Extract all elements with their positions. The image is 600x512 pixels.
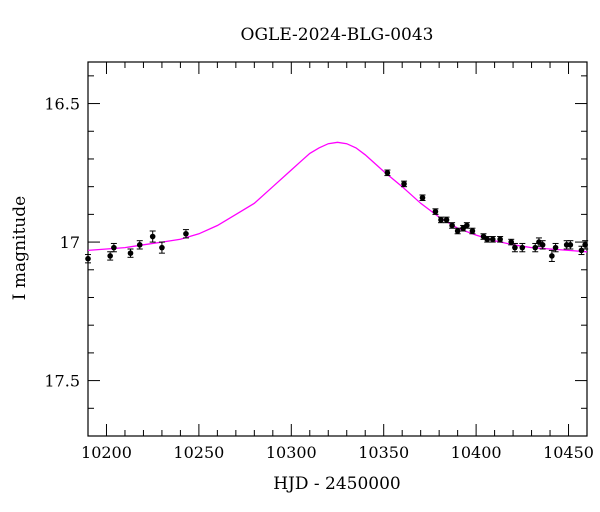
- point-marker: [512, 244, 518, 251]
- point-marker: [401, 181, 407, 187]
- data-point: [419, 194, 426, 202]
- point-marker: [438, 217, 444, 223]
- data-point: [578, 245, 585, 256]
- point-marker: [127, 250, 134, 256]
- point-marker: [582, 242, 588, 248]
- data-point: [437, 216, 444, 224]
- data-point: [454, 227, 461, 235]
- data-point: [484, 236, 491, 243]
- y-tick-label: 17: [60, 233, 80, 252]
- point-marker: [183, 230, 189, 237]
- data-point: [158, 241, 165, 254]
- point-marker: [419, 194, 426, 201]
- point-marker: [539, 242, 546, 248]
- data-point: [469, 227, 476, 235]
- point-marker: [159, 244, 165, 251]
- y-tick-label: 16.5: [44, 95, 80, 114]
- data-points-layer: [85, 169, 589, 264]
- point-marker: [432, 208, 439, 215]
- x-axis-label: HJD - 2450000: [273, 474, 401, 494]
- point-marker: [567, 242, 574, 248]
- point-marker: [449, 222, 455, 229]
- y-tick-label: 17.5: [44, 372, 80, 391]
- point-marker: [578, 247, 585, 254]
- data-point: [136, 240, 143, 250]
- point-marker: [549, 253, 555, 259]
- data-point: [548, 249, 555, 262]
- point-marker: [443, 217, 450, 223]
- x-tick-label: 10200: [81, 443, 132, 462]
- x-tick-label: 10450: [543, 443, 594, 462]
- point-marker: [384, 170, 391, 176]
- data-point: [85, 254, 91, 264]
- data-point: [552, 242, 559, 253]
- data-point: [532, 242, 539, 253]
- data-point: [489, 236, 496, 243]
- y-axis-ticks: 16.5 17 17.5: [44, 75, 587, 437]
- data-point: [497, 236, 504, 243]
- data-point: [567, 240, 574, 250]
- point-marker: [484, 236, 491, 243]
- data-point: [443, 216, 450, 224]
- data-point: [384, 169, 391, 177]
- point-marker: [111, 244, 117, 251]
- data-point: [432, 208, 439, 215]
- data-point: [539, 240, 546, 250]
- x-tick-label: 10350: [358, 443, 409, 462]
- data-point: [582, 240, 589, 250]
- point-marker: [552, 244, 559, 251]
- x-tick-label: 10250: [173, 443, 224, 462]
- x-tick-label: 10300: [266, 443, 317, 462]
- point-marker: [519, 244, 526, 251]
- point-marker: [464, 222, 470, 229]
- x-axis-ticks: 10200 10250 10300 10350 10400 10450: [81, 62, 594, 462]
- x-tick-label: 10400: [451, 443, 502, 462]
- data-point: [107, 251, 114, 261]
- point-marker: [85, 255, 91, 262]
- point-marker: [489, 236, 496, 243]
- data-point: [110, 242, 117, 253]
- data-point: [182, 229, 189, 239]
- data-point: [127, 248, 134, 258]
- data-point: [519, 242, 526, 253]
- model-curve: [88, 141, 587, 253]
- data-point: [401, 180, 408, 188]
- data-point: [149, 230, 156, 243]
- point-marker: [136, 242, 143, 248]
- point-marker: [107, 253, 113, 259]
- point-marker: [508, 239, 515, 245]
- data-point: [449, 222, 456, 229]
- data-point: [511, 242, 518, 253]
- point-marker: [454, 228, 461, 234]
- chart-title: OGLE-2024-BLG-0043: [241, 25, 434, 45]
- point-marker: [469, 228, 476, 234]
- point-marker: [532, 244, 539, 251]
- data-point: [463, 222, 470, 229]
- point-marker: [149, 233, 156, 240]
- model-curve-layer: [88, 141, 587, 253]
- y-axis-label: I magnitude: [10, 196, 30, 300]
- point-marker: [497, 236, 503, 243]
